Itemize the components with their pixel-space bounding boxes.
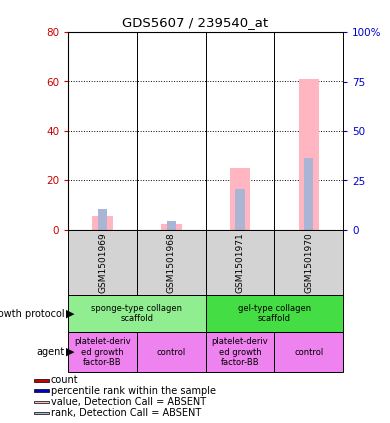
Bar — [137, 332, 206, 372]
Text: GSM1501969: GSM1501969 — [98, 232, 107, 293]
Text: control: control — [294, 348, 323, 357]
Bar — [34, 401, 49, 403]
Text: GSM1501968: GSM1501968 — [167, 232, 176, 293]
Text: platelet-deriv
ed growth
factor-BB: platelet-deriv ed growth factor-BB — [74, 337, 131, 367]
Text: GSM1501970: GSM1501970 — [304, 232, 313, 293]
Bar — [68, 295, 206, 332]
Text: control: control — [157, 348, 186, 357]
Text: platelet-deriv
ed growth
factor-BB: platelet-deriv ed growth factor-BB — [212, 337, 268, 367]
Text: ▶: ▶ — [66, 308, 75, 319]
Bar — [92, 217, 113, 230]
Text: percentile rank within the sample: percentile rank within the sample — [51, 386, 216, 396]
Bar — [167, 221, 176, 230]
Bar — [230, 168, 250, 230]
Bar — [68, 230, 137, 295]
Text: GSM1501971: GSM1501971 — [236, 232, 245, 293]
Bar — [304, 158, 314, 230]
Bar — [206, 332, 275, 372]
Text: ▶: ▶ — [66, 347, 75, 357]
Text: rank, Detection Call = ABSENT: rank, Detection Call = ABSENT — [51, 408, 201, 418]
Bar — [236, 190, 245, 230]
Text: gel-type collagen
scaffold: gel-type collagen scaffold — [238, 304, 311, 323]
Text: count: count — [51, 376, 78, 385]
Text: agent: agent — [36, 347, 64, 357]
Bar — [34, 390, 49, 392]
Text: GDS5607 / 239540_at: GDS5607 / 239540_at — [122, 16, 268, 29]
Bar — [34, 412, 49, 415]
Bar — [137, 230, 206, 295]
Bar — [298, 79, 319, 230]
Bar — [206, 230, 275, 295]
Bar — [98, 209, 107, 230]
Bar — [68, 332, 137, 372]
Bar — [34, 379, 49, 382]
Text: value, Detection Call = ABSENT: value, Detection Call = ABSENT — [51, 397, 206, 407]
Text: sponge-type collagen
scaffold: sponge-type collagen scaffold — [92, 304, 183, 323]
Bar — [206, 295, 343, 332]
Bar — [275, 332, 343, 372]
Bar — [275, 230, 343, 295]
Text: growth protocol: growth protocol — [0, 308, 64, 319]
Bar — [161, 224, 182, 230]
